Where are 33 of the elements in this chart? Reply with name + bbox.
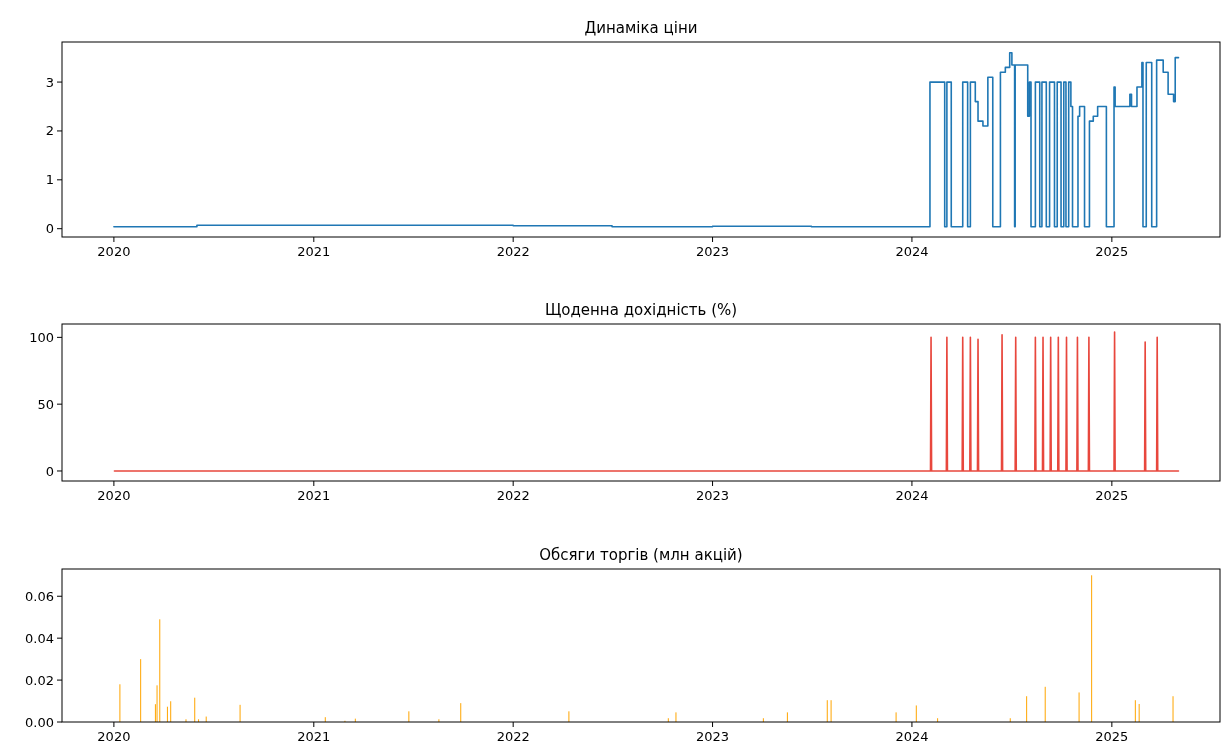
y-tick-label: 50	[37, 396, 54, 412]
y-tick-label: 0.02	[25, 672, 54, 688]
y-tick-label: 0.04	[25, 630, 54, 646]
x-tick-label: 2024	[895, 729, 929, 744]
chart-title: Динаміка ціни	[584, 19, 698, 37]
x-tick-label: 2025	[1095, 729, 1129, 744]
x-tick-label: 2021	[297, 729, 331, 744]
x-tick-label: 2024	[895, 488, 929, 503]
x-tick-label: 2025	[1095, 488, 1129, 503]
y-tick-label: 1	[45, 172, 54, 188]
x-tick-label: 2022	[496, 488, 530, 503]
x-tick-label: 2023	[696, 488, 730, 503]
y-tick-label: 0	[45, 463, 54, 479]
x-tick-label: 2022	[496, 244, 530, 259]
x-tick-label: 2021	[297, 244, 331, 259]
line-series	[113, 331, 1180, 472]
x-tick-label: 2023	[696, 729, 730, 744]
y-tick-label: 3	[45, 74, 54, 90]
x-tick-label: 2020	[97, 488, 131, 503]
chart-title: Обсяги торгів (млн акцій)	[539, 546, 743, 564]
chart-title: Щоденна дохідність (%)	[544, 301, 738, 319]
y-tick-label: 100	[29, 329, 54, 345]
x-tick-label: 2020	[97, 244, 131, 259]
x-tick-label: 2025	[1095, 244, 1129, 259]
y-tick-label: 0.06	[25, 588, 54, 604]
x-tick-label: 2024	[895, 244, 929, 259]
x-tick-label: 2020	[97, 729, 131, 744]
y-tick-label: 2	[45, 123, 54, 139]
x-tick-label: 2022	[496, 729, 530, 744]
x-tick-label: 2023	[696, 244, 730, 259]
y-tick-label: 0	[45, 221, 54, 237]
y-tick-label: 0.00	[25, 714, 54, 730]
x-tick-label: 2021	[297, 488, 331, 503]
